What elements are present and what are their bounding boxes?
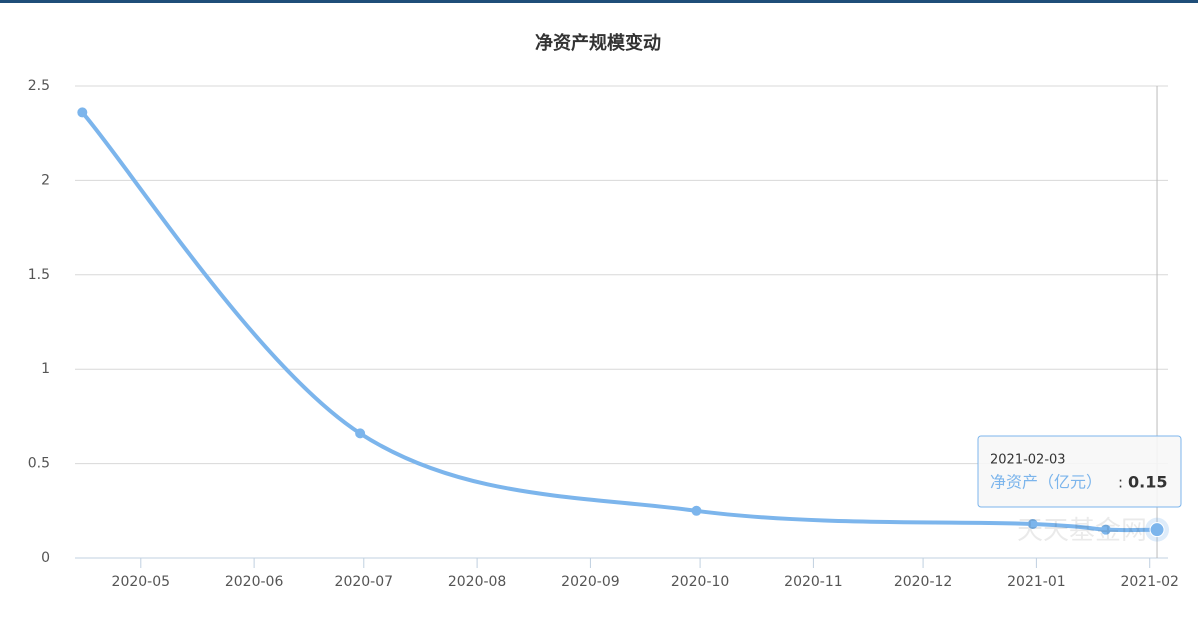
x-tick-label: 2020-09	[561, 574, 620, 590]
x-tick-label: 2020-07	[335, 574, 394, 590]
point	[1027, 519, 1038, 530]
tooltip-box	[977, 435, 1182, 508]
x-tick-label: 2020-12	[894, 574, 953, 590]
y-tick-label: 1	[41, 361, 50, 377]
tooltip: 2021-02-03 净资产（亿元）:0.15	[977, 435, 1182, 508]
tooltip-date: 2021-02-03	[990, 453, 1066, 468]
y-tick-label: 0	[41, 550, 50, 566]
tooltip-series: 净资产（亿元）	[990, 473, 1102, 492]
x-tick-label: 2020-06	[225, 574, 284, 590]
tooltip-value: 0.15	[1128, 473, 1167, 492]
point	[77, 107, 88, 118]
x-tick-label: 2020-11	[784, 574, 843, 590]
point	[691, 505, 702, 516]
x-tick-label: 2020-10	[671, 574, 730, 590]
tooltip-sep: :	[1118, 474, 1123, 492]
watermark: 天天基金网	[1017, 516, 1147, 546]
y-tick-label: 0.5	[28, 456, 50, 472]
top-border	[0, 0, 1198, 3]
point	[1100, 524, 1111, 535]
y-tick-label: 1.5	[28, 267, 50, 283]
y-tick-label: 2	[41, 172, 50, 188]
point	[355, 428, 366, 439]
x-tick-label: 2020-08	[448, 574, 507, 590]
x-tick-label: 2020-05	[112, 574, 171, 590]
x-tick-label: 2021-01	[1007, 574, 1066, 590]
chart-title: 净资产规模变动	[535, 32, 661, 54]
point	[1149, 522, 1165, 538]
y-tick-label: 2.5	[28, 78, 50, 94]
x-tick-label: 2021-02	[1120, 574, 1179, 590]
